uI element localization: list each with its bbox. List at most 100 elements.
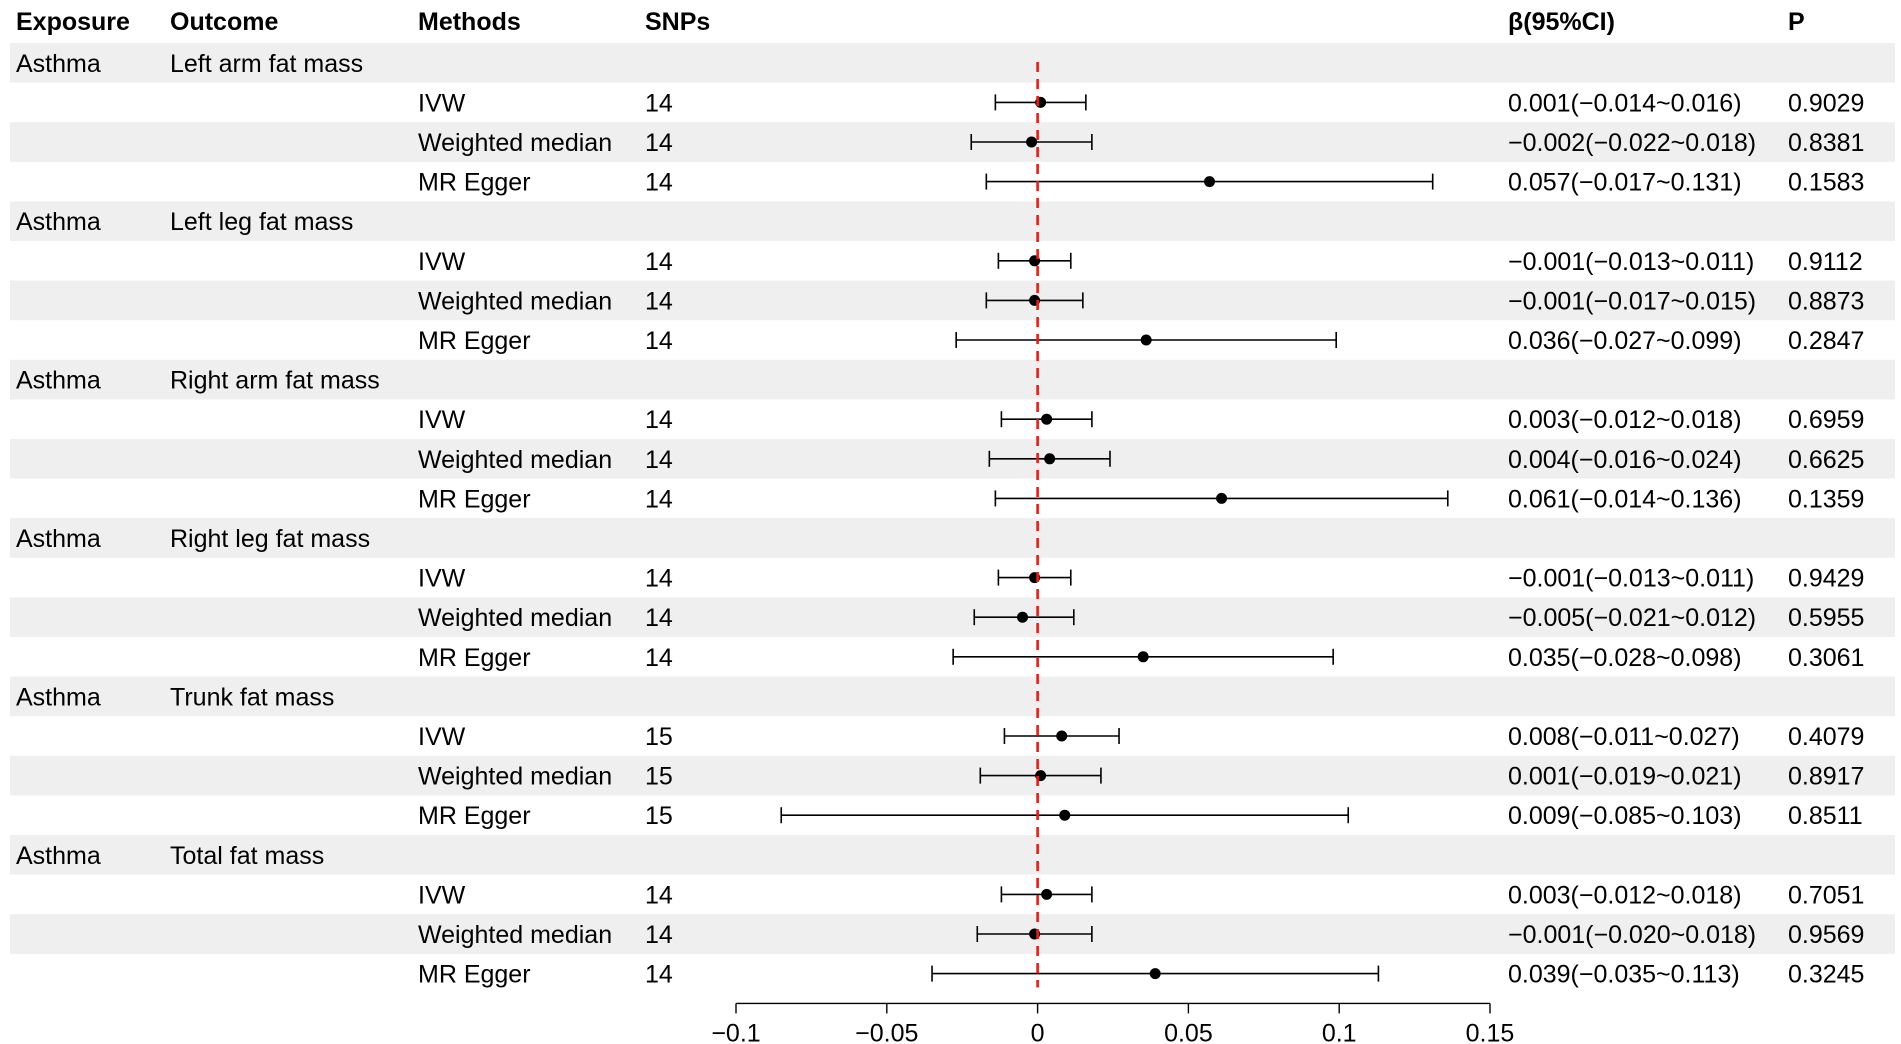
beta-ci-value: 0.036(−0.027~0.099) (1508, 327, 1742, 355)
beta-ci-value: 0.008(−0.011~0.027) (1508, 723, 1740, 751)
snps-value: 15 (645, 763, 673, 791)
p-value: 0.9112 (1788, 248, 1863, 276)
point-estimate (1216, 492, 1228, 504)
row-band (10, 676, 1895, 717)
row-band (10, 518, 1895, 558)
row-band (10, 755, 1895, 796)
exposure-label: Asthma (16, 525, 101, 553)
point-estimate (1026, 136, 1038, 148)
x-tick-label: −0.1 (711, 1019, 760, 1044)
exposure-label: Asthma (16, 683, 101, 711)
snps-value: 14 (645, 327, 673, 355)
p-value: 0.6625 (1788, 446, 1864, 474)
header-outcome: Outcome (170, 8, 278, 36)
header-p: P (1788, 8, 1805, 36)
beta-ci-value: −0.001(−0.013~0.011) (1508, 565, 1754, 593)
method-label: IVW (418, 723, 466, 751)
p-value: 0.7051 (1788, 881, 1864, 909)
outcome-label: Left leg fat mass (170, 208, 353, 236)
row-bands (10, 43, 1895, 954)
method-label: IVW (418, 89, 466, 117)
point-estimate (1059, 809, 1071, 821)
row-band (10, 835, 1895, 875)
method-label: MR Egger (418, 802, 531, 830)
row-band (10, 280, 1895, 321)
snps-value: 14 (645, 881, 673, 909)
method-label: Weighted median (418, 129, 612, 157)
point-estimate (1044, 453, 1056, 465)
p-value: 0.3061 (1788, 644, 1864, 672)
header-beta-ci: β(95%CI) (1508, 8, 1615, 36)
point-estimate (1204, 176, 1216, 188)
outcome-label: Total fat mass (170, 842, 324, 870)
row-band (10, 201, 1895, 241)
p-value: 0.4079 (1788, 723, 1864, 751)
x-tick-label: 0 (1031, 1019, 1045, 1044)
beta-ci-value: 0.009(−0.085~0.103) (1508, 802, 1742, 830)
method-label: Weighted median (418, 763, 612, 791)
exposure-label: Asthma (16, 50, 101, 78)
method-label: MR Egger (418, 169, 531, 197)
row-band (10, 359, 1895, 400)
row-band (10, 439, 1895, 479)
snps-value: 14 (645, 248, 673, 276)
x-tick-label: −0.05 (855, 1019, 918, 1044)
table-rows: Asthma Left arm fat mass IVW 14 0.001(−0.014… (16, 50, 1864, 989)
p-value: 0.9429 (1788, 565, 1864, 593)
method-label: IVW (418, 406, 466, 434)
beta-ci-value: 0.039(−0.035~0.113) (1508, 961, 1740, 989)
p-value: 0.8917 (1788, 763, 1864, 791)
method-label: IVW (418, 881, 466, 909)
point-estimate (1149, 968, 1161, 980)
outcome-label: Right leg fat mass (170, 525, 370, 553)
snps-value: 14 (645, 485, 673, 513)
snps-value: 14 (645, 961, 673, 989)
beta-ci-value: −0.001(−0.013~0.011) (1508, 248, 1754, 276)
method-label: Weighted median (418, 287, 612, 315)
p-value: 0.1583 (1788, 169, 1864, 197)
method-label: IVW (418, 565, 466, 593)
header-snps: SNPs (645, 8, 710, 36)
method-label: IVW (418, 248, 466, 276)
point-estimate (1041, 413, 1053, 425)
beta-ci-value: 0.061(−0.014~0.136) (1508, 485, 1742, 513)
snps-value: 14 (645, 129, 673, 157)
beta-ci-value: 0.004(−0.016~0.024) (1508, 446, 1742, 474)
row-band (10, 43, 1895, 83)
beta-ci-value: −0.005(−0.021~0.012) (1508, 604, 1756, 632)
snps-value: 14 (645, 169, 673, 197)
beta-ci-value: −0.001(−0.017~0.015) (1508, 287, 1756, 315)
p-value: 0.8381 (1788, 129, 1864, 157)
p-value: 0.2847 (1788, 327, 1864, 355)
method-label: MR Egger (418, 485, 531, 513)
p-value: 0.9029 (1788, 89, 1864, 117)
beta-ci-value: 0.001(−0.019~0.021) (1508, 763, 1742, 791)
exposure-label: Asthma (16, 842, 101, 870)
snps-value: 14 (645, 406, 673, 434)
snps-value: 14 (645, 644, 673, 672)
p-value: 0.8873 (1788, 287, 1864, 315)
snps-value: 14 (645, 89, 673, 117)
column-headers: Exposure Outcome Methods SNPs β(95%CI) P (16, 8, 1805, 36)
beta-ci-value: 0.003(−0.012~0.018) (1508, 406, 1742, 434)
point-estimate (1017, 611, 1029, 623)
method-label: Weighted median (418, 604, 612, 632)
beta-ci-value: −0.002(−0.022~0.018) (1508, 129, 1756, 157)
method-label: Weighted median (418, 921, 612, 949)
snps-value: 15 (645, 723, 673, 751)
outcome-label: Left arm fat mass (170, 50, 363, 78)
snps-value: 14 (645, 446, 673, 474)
point-estimate (1056, 730, 1068, 742)
header-exposure: Exposure (16, 8, 130, 36)
forest-marks (780, 62, 1449, 988)
x-axis: −0.1 −0.05 0 0.05 0.1 0.15 (711, 1002, 1514, 1044)
method-label: MR Egger (418, 644, 531, 672)
snps-value: 14 (645, 921, 673, 949)
row-band (10, 597, 1895, 637)
snps-value: 14 (645, 287, 673, 315)
row-band (10, 914, 1895, 954)
p-value: 0.9569 (1788, 921, 1864, 949)
p-value: 0.3245 (1788, 961, 1864, 989)
method-label: MR Egger (418, 961, 531, 989)
